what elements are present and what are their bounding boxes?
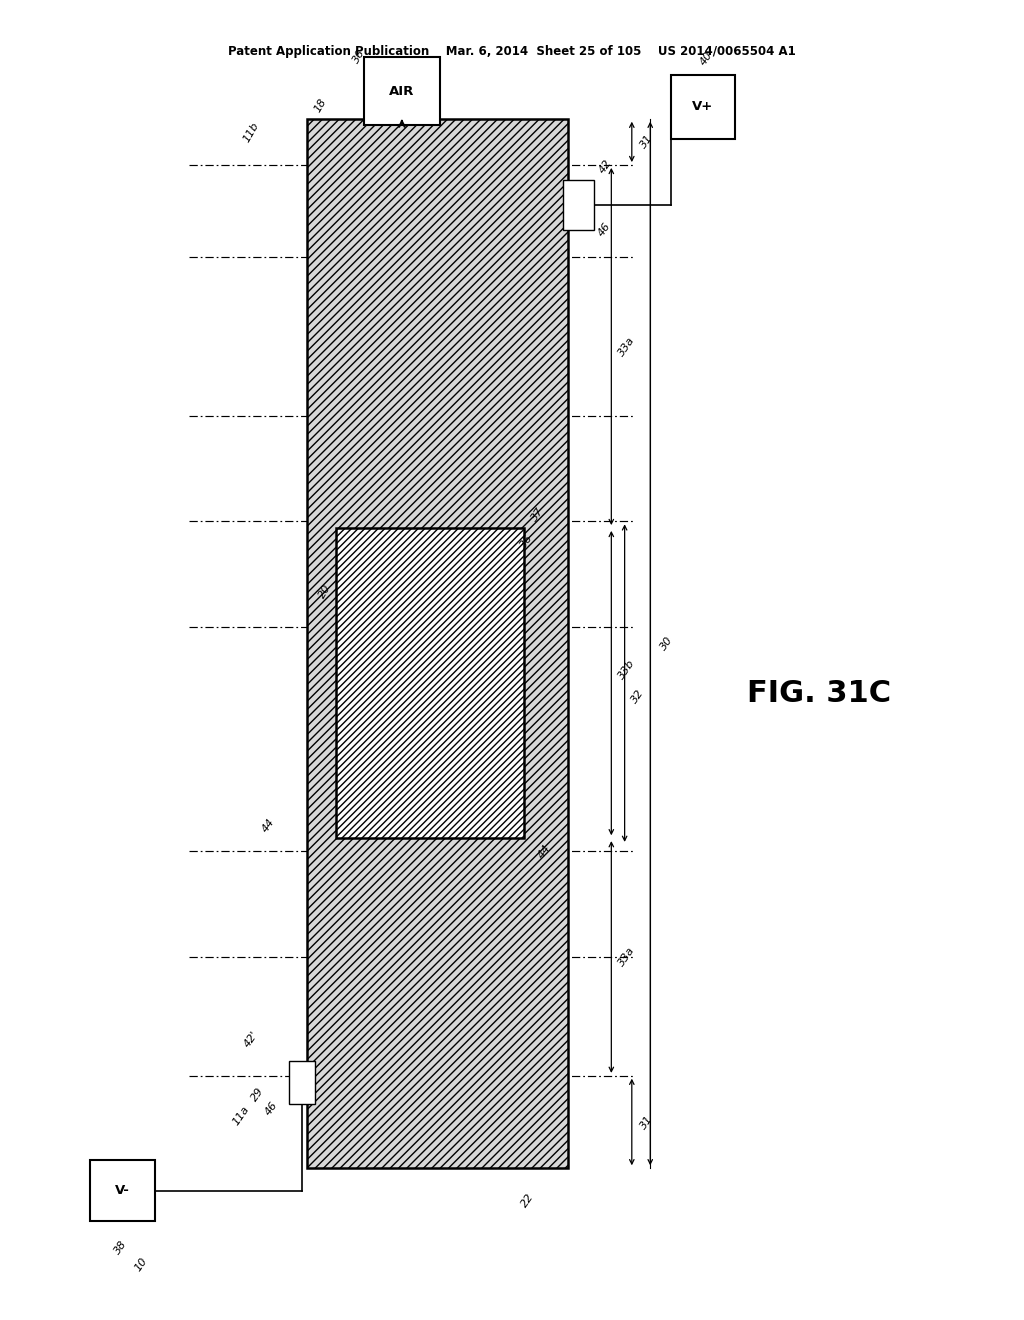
Text: 37: 37 <box>529 506 546 524</box>
Text: 38: 38 <box>113 1238 128 1257</box>
Text: 33a: 33a <box>616 335 637 358</box>
Text: 31: 31 <box>638 133 654 150</box>
Text: 22: 22 <box>519 1192 536 1209</box>
Text: FIG. 31C: FIG. 31C <box>748 678 891 708</box>
Text: 33a: 33a <box>616 945 637 969</box>
Text: 46: 46 <box>596 220 612 239</box>
Text: 31: 31 <box>638 1113 654 1131</box>
Text: 36: 36 <box>519 532 536 550</box>
Bar <box>307 119 568 1168</box>
Text: 46: 46 <box>263 1100 280 1117</box>
Text: 44: 44 <box>537 842 553 861</box>
Text: 30: 30 <box>658 635 675 652</box>
Text: 29: 29 <box>250 1086 266 1104</box>
Text: V-: V- <box>115 1184 130 1197</box>
Text: 42: 42 <box>597 157 613 176</box>
Text: 10: 10 <box>133 1255 148 1274</box>
Text: AIR: AIR <box>389 84 415 98</box>
Text: 20: 20 <box>317 582 333 599</box>
Bar <box>289 1061 315 1104</box>
Text: 11a: 11a <box>230 1104 251 1127</box>
Bar <box>563 180 594 230</box>
Text: 11b: 11b <box>242 120 261 144</box>
Text: Patent Application Publication    Mar. 6, 2014  Sheet 25 of 105    US 2014/00655: Patent Application Publication Mar. 6, 2… <box>228 45 796 58</box>
Bar <box>336 528 524 838</box>
Text: 36: 36 <box>351 48 367 66</box>
Text: 44: 44 <box>260 816 276 834</box>
Text: 33b: 33b <box>616 659 637 681</box>
Bar <box>364 57 440 125</box>
Text: 40: 40 <box>698 49 714 67</box>
Text: 18: 18 <box>312 96 328 115</box>
Text: 42': 42' <box>243 1030 261 1049</box>
Text: 32: 32 <box>630 688 646 705</box>
Text: V+: V+ <box>692 100 714 114</box>
Bar <box>671 75 735 139</box>
Bar <box>90 1160 155 1221</box>
